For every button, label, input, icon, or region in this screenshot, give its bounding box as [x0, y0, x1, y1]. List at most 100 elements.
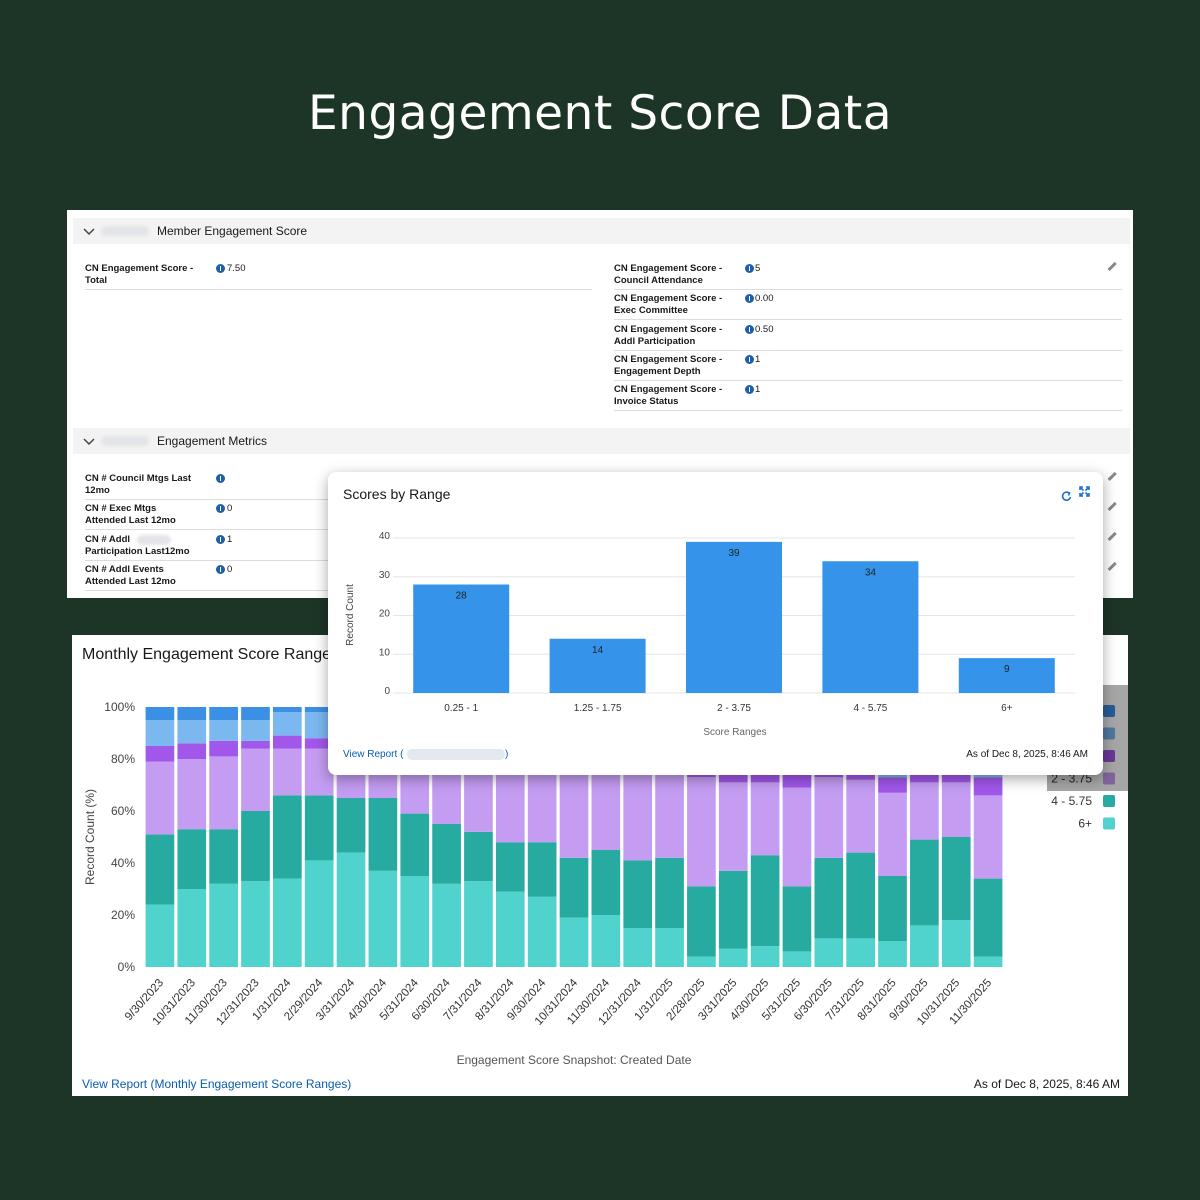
field-value: 1 — [227, 533, 233, 545]
bar-segment — [591, 915, 621, 967]
legend-swatch — [1103, 750, 1115, 762]
view-report-link[interactable]: ) — [505, 749, 508, 760]
edit-icon[interactable] — [1107, 501, 1117, 511]
info-icon-dot — [220, 266, 222, 271]
bar-segment — [655, 928, 684, 967]
redacted-text — [101, 226, 149, 236]
bar-segment — [814, 857, 844, 939]
edit-icon[interactable] — [1107, 531, 1117, 541]
field-label: CN # Exec Mtgs — [85, 503, 157, 515]
field-label: CN Engagement Score - — [614, 263, 723, 274]
bar-segment — [464, 881, 493, 967]
edit-icon[interactable] — [1107, 261, 1117, 271]
info-icon — [745, 354, 754, 364]
field-label: CN Engagement Score - — [614, 384, 723, 396]
bar-segment — [209, 707, 238, 720]
bar-segment — [687, 777, 716, 887]
as-of-date: As of Dec 8, 2025, 8:46 AM — [966, 749, 1088, 760]
field-label: Invoice Status — [614, 396, 679, 408]
y-tick-label: 20 — [379, 609, 391, 620]
chevron[interactable] — [83, 436, 95, 448]
bar-segment — [464, 831, 493, 882]
bar-segment — [145, 746, 175, 762]
chevron[interactable] — [83, 226, 95, 238]
bar-segment — [241, 740, 270, 749]
bar-segment — [623, 860, 653, 928]
bar-segment — [145, 707, 175, 720]
bar-segment — [750, 946, 780, 967]
info-icon-dot — [220, 566, 222, 572]
bar-segment — [973, 795, 1003, 879]
y-tick-label: 0% — [118, 960, 136, 974]
field-label: CN Engagement Score - — [85, 263, 194, 274]
x-tick-label: 4 - 5.75 — [853, 703, 887, 714]
bar-segment — [336, 852, 366, 967]
field-value: 7.50 — [227, 263, 246, 274]
legend-swatch — [1103, 727, 1115, 740]
bar-segment — [368, 798, 398, 871]
field-label: CN Engagement Score - — [614, 323, 723, 335]
bar-segment — [304, 707, 334, 713]
scores-chart-card: Scores by Range 0 10 20 30 40 Record Count 28 0.… — [328, 472, 1103, 775]
chart-title: Scores by Range — [343, 486, 451, 502]
expand-icon[interactable] — [1079, 486, 1090, 497]
y-tick-label: 20% — [111, 908, 135, 922]
x-tick-label: 0.25 - 1 — [444, 703, 478, 714]
bar-segment — [559, 857, 589, 918]
field-label: Attended Last 12mo — [85, 515, 176, 527]
bar — [686, 541, 782, 693]
bar-segment — [878, 777, 907, 793]
bar-segment — [782, 951, 812, 967]
field-value: 5 — [755, 263, 761, 274]
legend-label: 4 - 5.75 — [1051, 794, 1092, 808]
view-report-link[interactable]: View Report ( — [343, 749, 404, 760]
field-label: Addl Participation — [614, 335, 696, 347]
section-title: Engagement Metrics — [157, 434, 268, 448]
y-tick-label: 40 — [379, 531, 391, 542]
x-axis-label: Score Ranges — [703, 727, 766, 738]
field-label: CN Engagement Score - — [614, 293, 723, 305]
chevron-line — [83, 438, 95, 446]
legend-label: 2 - 3.75 — [1051, 772, 1092, 786]
bar-segment — [527, 896, 557, 967]
bar-segment — [368, 870, 398, 967]
bar-segment — [145, 761, 175, 835]
legend-swatch — [1103, 772, 1115, 785]
value-label: 9 — [1004, 664, 1010, 675]
field-value: 0 — [227, 503, 233, 515]
info-icon-dot — [749, 387, 751, 393]
section-header[interactable]: Engagement Metrics — [73, 428, 1130, 454]
bar-segment — [527, 842, 557, 897]
info-icon-dot — [220, 506, 222, 512]
bar-segment — [623, 928, 653, 967]
info-icon — [745, 324, 754, 334]
bar-segment — [718, 948, 748, 967]
bar-segment — [495, 842, 525, 892]
bar-segment — [559, 917, 589, 967]
bar-segment — [400, 876, 430, 967]
bar-segment — [273, 735, 302, 749]
y-axis-label: Record Count (%) — [83, 789, 97, 885]
bar-segment — [878, 792, 907, 876]
redacted-text — [407, 749, 505, 760]
info-icon-dot — [749, 266, 751, 271]
bar-segment — [814, 938, 844, 967]
field-label: Participation Last12mo — [85, 545, 190, 557]
y-tick-label: 30 — [379, 570, 391, 581]
view-report-link[interactable]: View Report (Monthly Engagement Score Ra… — [82, 1077, 351, 1091]
section-header[interactable]: Member Engagement Score — [73, 218, 1130, 244]
edit-icon[interactable] — [1107, 471, 1117, 481]
info-icon — [216, 264, 225, 273]
field-divider — [614, 379, 1122, 381]
edit-icon[interactable] — [1107, 561, 1117, 571]
chart-title: Monthly Engagement Score Ranges — [82, 646, 339, 663]
field-label: CN # Addl — [85, 533, 131, 545]
x-axis-label: Engagement Score Snapshot: Created Date — [457, 1053, 692, 1067]
refresh-icon[interactable] — [1061, 491, 1072, 501]
y-tick-label: 40% — [111, 856, 135, 870]
bar-segment — [814, 777, 844, 858]
value-label: 39 — [728, 548, 740, 559]
bar-segment — [273, 707, 302, 713]
legend-swatch — [1103, 795, 1115, 807]
redacted-text — [101, 436, 149, 446]
